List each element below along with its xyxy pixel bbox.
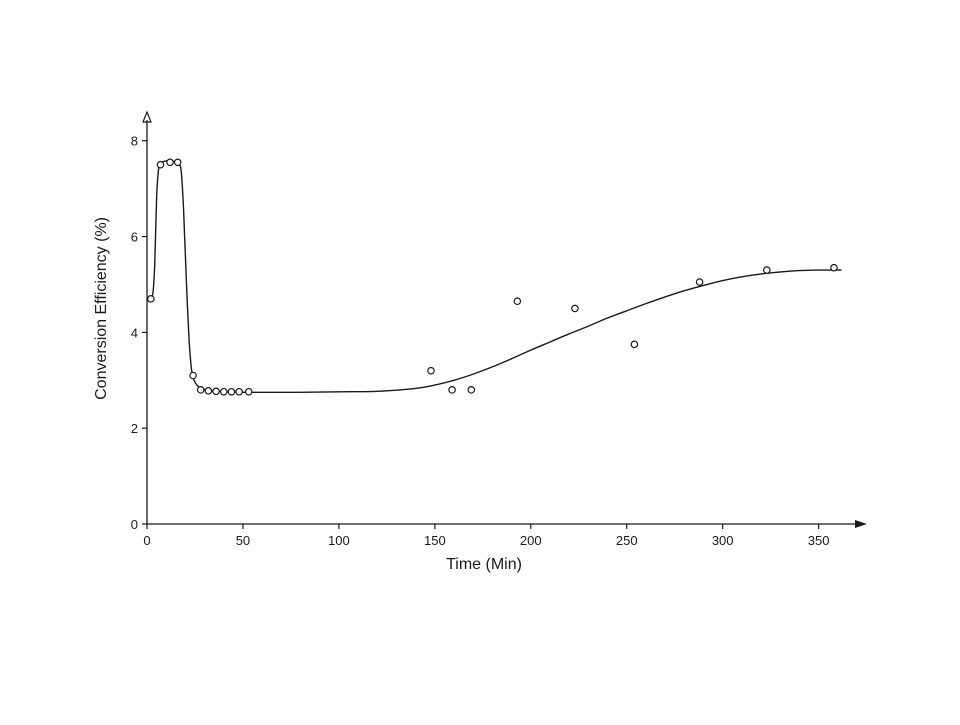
y-tick-label: 4 xyxy=(131,325,138,340)
y-axis-arrowhead xyxy=(142,110,152,123)
x-axis-arrowhead xyxy=(855,520,867,528)
data-point xyxy=(763,266,771,274)
y-tick-label: 0 xyxy=(131,517,138,532)
data-point xyxy=(166,158,174,167)
data-point xyxy=(244,387,253,396)
x-tick-label: 50 xyxy=(236,533,250,548)
x-tick-label: 250 xyxy=(616,533,638,548)
y-tick-label: 8 xyxy=(131,134,138,149)
data-point xyxy=(204,387,213,395)
fitted-curve xyxy=(148,160,842,394)
data-point xyxy=(196,386,205,394)
x-tick-label: 100 xyxy=(328,533,350,548)
x-tick-label: 150 xyxy=(424,533,446,548)
y-ticks: 0 2 4 6 8 xyxy=(131,134,147,532)
x-axis-label: Time (Min) xyxy=(446,556,522,573)
x-tick-label: 350 xyxy=(808,533,830,548)
data-point xyxy=(830,263,838,272)
data-point xyxy=(219,387,228,396)
data-point xyxy=(427,366,435,375)
data-point xyxy=(189,371,197,380)
data-point xyxy=(235,387,243,396)
x-ticks: 0 50 100 150 200 250 300 350 xyxy=(143,524,829,548)
y-axis-label: Conversion Efficiency (%) xyxy=(93,217,110,400)
data-point xyxy=(212,387,220,396)
y-tick-label: 6 xyxy=(131,230,138,245)
data-points xyxy=(147,158,838,396)
x-tick-label: 200 xyxy=(520,533,542,548)
x-tick-label: 300 xyxy=(712,533,734,548)
data-point xyxy=(156,160,165,169)
axes: 0 50 100 150 200 250 300 350 0 2 4 6 8 xyxy=(131,110,867,548)
data-point xyxy=(147,295,155,303)
data-point xyxy=(630,340,639,349)
data-point xyxy=(448,386,456,394)
x-tick-label: 0 xyxy=(143,533,150,548)
data-point xyxy=(227,387,236,396)
data-point xyxy=(571,304,579,313)
data-point xyxy=(695,278,704,286)
data-point xyxy=(173,158,182,167)
data-point xyxy=(513,297,522,306)
data-point xyxy=(467,386,476,394)
y-tick-label: 2 xyxy=(131,421,138,436)
